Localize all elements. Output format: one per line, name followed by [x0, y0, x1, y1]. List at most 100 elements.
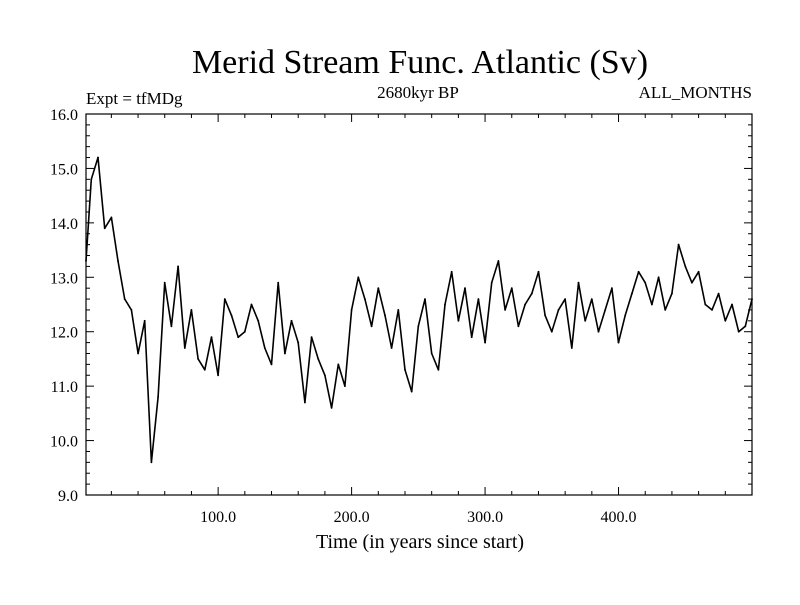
data-point: [624, 314, 627, 317]
data-point: [390, 347, 393, 349]
data-point: [691, 281, 693, 284]
x-axis-label: Time (in years since start): [316, 531, 524, 553]
data-point: [444, 303, 446, 306]
y-tick-label: 11.0: [51, 379, 78, 396]
data-point: [677, 243, 680, 246]
data-point: [103, 227, 106, 230]
data-point: [457, 319, 460, 322]
y-tick-label: 10.0: [50, 434, 78, 451]
x-tick-label: 200.0: [334, 509, 370, 526]
data-point: [704, 303, 707, 306]
data-point: [751, 298, 753, 300]
data-point: [177, 265, 180, 268]
data-point: [397, 309, 400, 311]
data-point: [304, 401, 306, 404]
data-point: [504, 309, 506, 311]
months-label: ALL_MONTHS: [639, 83, 752, 102]
data-point: [437, 368, 440, 371]
data-point: [584, 319, 587, 322]
y-tick-label: 12.0: [50, 325, 78, 342]
data-point: [477, 298, 480, 300]
data-point: [404, 368, 406, 371]
data-point: [344, 385, 346, 387]
x-tick-label: 100.0: [200, 509, 236, 526]
data-point: [237, 336, 240, 339]
data-point: [510, 287, 513, 290]
data-point: [550, 330, 553, 333]
data-point: [637, 270, 640, 273]
data-point: [217, 374, 220, 377]
data-point: [590, 298, 593, 300]
y-tick-label: 9.0: [58, 488, 78, 505]
data-point: [664, 309, 667, 311]
data-point: [410, 390, 413, 393]
data-point: [330, 407, 333, 409]
data-point: [671, 292, 673, 295]
data-point: [450, 270, 453, 273]
data-point: [324, 374, 326, 377]
data-point: [417, 325, 420, 328]
data-point: [170, 325, 173, 328]
data-point: [143, 319, 146, 322]
y-tick-label: 15.0: [50, 161, 78, 178]
data-point: [337, 363, 340, 366]
data-point: [197, 358, 200, 360]
data-point: [210, 336, 213, 339]
data-point: [724, 319, 727, 322]
data-point: [537, 270, 540, 273]
data-point: [284, 352, 286, 355]
data-point: [85, 260, 87, 262]
data-point: [617, 341, 620, 344]
data-point: [97, 156, 99, 159]
data-point: [270, 363, 273, 366]
data-point: [110, 216, 113, 219]
data-point: [657, 276, 660, 279]
data-point: [290, 319, 293, 322]
data-point: [684, 265, 687, 268]
data-point: [364, 298, 366, 300]
data-point: [424, 298, 426, 300]
plot-area: [85, 156, 753, 464]
data-point: [203, 368, 206, 371]
data-point: [150, 461, 153, 464]
data-point: [544, 314, 546, 317]
data-point: [530, 292, 533, 295]
data-point: [250, 303, 253, 306]
series-line: [85, 156, 753, 464]
data-point: [90, 178, 93, 181]
y-tick-label: 14.0: [50, 216, 78, 233]
x-tick-label: 300.0: [467, 509, 503, 526]
data-point: [490, 281, 493, 284]
y-tick-label: 16.0: [50, 107, 78, 124]
data-point: [190, 309, 193, 311]
data-point: [157, 396, 160, 398]
data-point: [570, 347, 573, 349]
data-point: [597, 330, 600, 333]
data-point: [524, 303, 526, 306]
data-point: [137, 352, 140, 355]
data-point: [577, 281, 580, 284]
data-point: [350, 309, 353, 311]
x-tick-label: 400.0: [601, 509, 637, 526]
data-point: [223, 298, 226, 300]
data-point: [564, 298, 566, 300]
data-point: [497, 260, 500, 262]
data-point: [163, 281, 166, 284]
data-point: [117, 260, 119, 262]
data-point: [377, 287, 380, 290]
experiment-label: Expt = tfMDg: [86, 89, 183, 108]
data-point: [611, 287, 613, 290]
data-point: [297, 341, 300, 344]
data-point: [357, 276, 360, 279]
data-point: [317, 358, 320, 360]
data-point: [557, 309, 560, 311]
data-point: [263, 347, 266, 349]
data-point: [464, 287, 466, 290]
data-point: [631, 292, 633, 295]
data-point: [123, 298, 126, 300]
data-point: [644, 281, 647, 284]
data-point: [697, 270, 700, 273]
chart-subtitle: 2680kyr BP: [377, 83, 459, 102]
